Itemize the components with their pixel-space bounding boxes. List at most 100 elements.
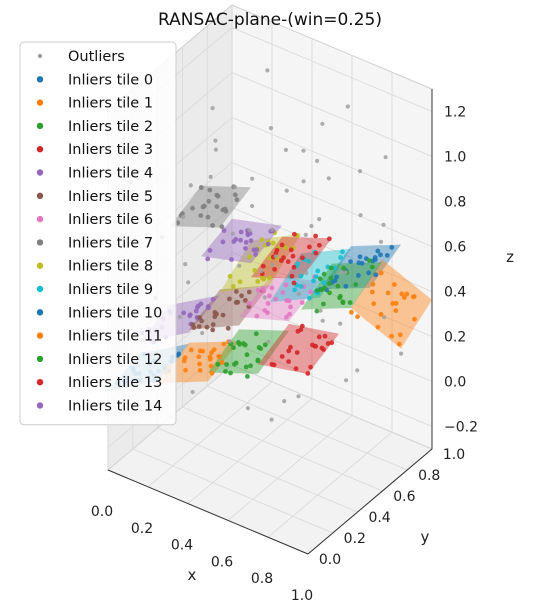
inlier-point-tile-12	[335, 283, 341, 289]
outlier-point	[344, 378, 349, 383]
legend-marker	[37, 53, 43, 59]
inlier-point-tile-1	[188, 347, 194, 353]
legend-marker	[36, 99, 44, 106]
outlier-point	[177, 314, 182, 320]
inlier-point-tile-7	[232, 192, 238, 198]
inlier-point-tile-12	[353, 282, 359, 287]
inlier-point-tile-3	[271, 362, 277, 368]
legend-marker	[36, 76, 44, 83]
inlier-point-tile-12	[314, 308, 320, 314]
inlier-point-tile-10	[373, 272, 379, 278]
inlier-point-tile-5	[225, 325, 231, 331]
inlier-point-tile-13	[326, 236, 332, 242]
inlier-point-tile-4	[205, 304, 211, 309]
legend-marker	[36, 192, 44, 199]
outlier-point	[381, 222, 386, 227]
outlier-point	[301, 148, 306, 153]
inlier-point-tile-13	[288, 247, 294, 253]
inlier-point-tile-7	[206, 198, 212, 204]
outlier-point	[259, 269, 264, 274]
inlier-point-tile-8	[266, 275, 272, 281]
inlier-point-tile-9	[306, 258, 312, 264]
outlier-point	[383, 155, 388, 160]
inlier-point-tile-8	[255, 279, 261, 284]
y-tick-label: 1.0	[443, 447, 465, 463]
inlier-point-tile-14	[238, 229, 244, 235]
outlier-point	[382, 315, 387, 320]
inlier-point-tile-10	[378, 252, 383, 258]
legend-marker	[36, 379, 44, 386]
legend-marker	[36, 262, 44, 269]
z-tick-label: 1.2	[444, 105, 466, 121]
inlier-point-tile-12	[314, 288, 320, 293]
outlier-point	[320, 318, 325, 323]
legend-marker	[36, 332, 44, 339]
legend-label: Inliers tile 14	[68, 399, 162, 415]
inlier-point-tile-13	[260, 263, 266, 269]
x-tick-label: 0.6	[211, 554, 233, 570]
inlier-point-tile-5	[196, 324, 202, 329]
inlier-point-tile-7	[198, 213, 204, 219]
legend-label: Inliers tile 9	[68, 282, 153, 298]
inlier-point-tile-3	[279, 354, 285, 359]
legend-box	[19, 41, 177, 426]
inlier-point-tile-14	[248, 238, 254, 244]
inlier-point-tile-10	[356, 273, 361, 278]
inlier-point-tile-6	[262, 308, 268, 313]
inlier-point-tile-3	[294, 350, 300, 355]
inlier-point-tile-14	[254, 247, 260, 253]
inlier-point-tile-5	[227, 296, 232, 302]
y-tick-label: 0.6	[393, 489, 415, 505]
y-tick-label: 0.4	[368, 510, 390, 526]
inlier-point-tile-12	[317, 276, 323, 282]
outlier-point	[358, 213, 363, 218]
inlier-point-tile-2	[244, 352, 250, 358]
legend-marker	[36, 122, 44, 130]
outlier-point	[283, 147, 288, 152]
legend: Outliers Inliers tile 0 Inliers tile 1 Inli…	[19, 41, 177, 426]
outlier-point	[296, 291, 301, 296]
inlier-point-tile-2	[224, 362, 230, 367]
inlier-point-tile-9	[311, 278, 316, 284]
inlier-point-tile-7	[198, 185, 204, 190]
plane-tile-9	[270, 248, 351, 302]
inlier-point-tile-4	[193, 308, 199, 314]
outlier-point	[265, 68, 270, 73]
outlier-point	[320, 121, 325, 126]
y-tick-label: 0.2	[344, 531, 366, 547]
inlier-point-tile-7	[220, 207, 226, 213]
grid-line-y	[181, 47, 383, 492]
inlier-point-tile-9	[313, 274, 319, 280]
x-tick-label: 0.8	[251, 571, 273, 587]
outlier-point	[326, 176, 331, 181]
inlier-point-tile-7	[210, 223, 216, 228]
outlier-point	[268, 126, 274, 131]
outlier-point	[270, 262, 275, 267]
inlier-point-tile-12	[319, 287, 325, 293]
inlier-point-tile-14	[243, 240, 249, 245]
inlier-point-tile-14	[243, 246, 248, 251]
inlier-point-tile-13	[285, 259, 291, 265]
outlier-point	[296, 394, 301, 399]
inlier-point-tile-6	[265, 301, 271, 306]
inlier-point-tile-14	[229, 257, 234, 262]
inlier-point-tile-1	[221, 341, 227, 347]
inlier-point-tile-5	[246, 289, 252, 295]
tick-labels: 0.00.20.40.60.81.00.00.20.40.60.81.0−0.2…	[91, 105, 478, 600]
inlier-point-tile-6	[260, 286, 266, 292]
inlier-point-tile-10	[348, 259, 353, 264]
inlier-point-tile-6	[273, 296, 279, 302]
inlier-point-tile-1	[181, 358, 187, 364]
inlier-point-tile-13	[313, 250, 319, 256]
inlier-point-tile-1	[183, 367, 189, 373]
chart-title: RANSAC-plane-(win=0.25)	[158, 10, 382, 30]
inlier-point-tile-8	[237, 279, 243, 285]
outlier-point	[210, 106, 215, 111]
legend-marker	[36, 146, 44, 153]
inlier-point-tile-10	[372, 255, 378, 260]
inlier-point-tile-5	[210, 327, 216, 333]
inlier-point-tile-11	[378, 270, 384, 276]
inlier-point-tile-11	[375, 324, 381, 330]
outlier-point	[181, 214, 186, 219]
inlier-point-tile-6	[283, 282, 289, 288]
